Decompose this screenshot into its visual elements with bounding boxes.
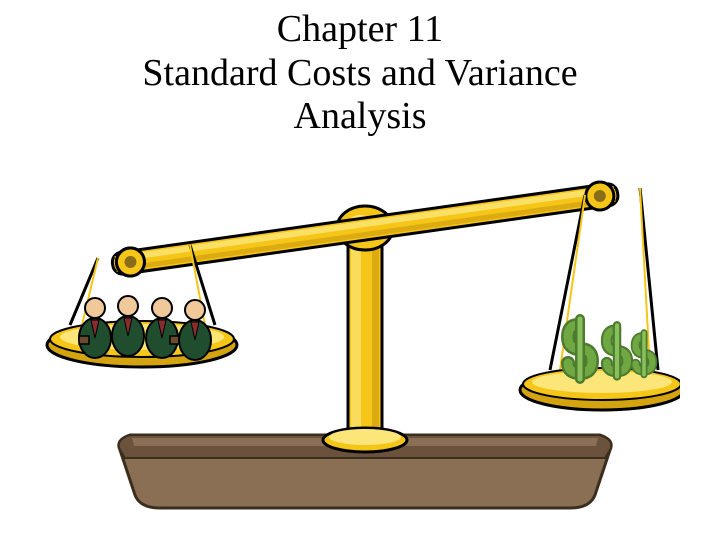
- figure-2: [112, 296, 144, 356]
- balance-scale-illustration: [40, 150, 680, 520]
- figure-4: [179, 300, 211, 360]
- title-line-1: Chapter 11: [0, 8, 720, 52]
- figure-3: [146, 298, 180, 358]
- figure-1: [79, 298, 111, 358]
- dollar-signs-3: [636, 333, 653, 375]
- dollar-signs: [568, 319, 592, 379]
- slide-title: Chapter 11 Standard Costs and Variance A…: [0, 0, 720, 139]
- dollar-signs-2: [607, 325, 627, 376]
- title-line-2: Standard Costs and Variance: [0, 52, 720, 96]
- right-pan-assembly: [520, 188, 680, 410]
- scale-post: [323, 235, 407, 452]
- title-line-3: Analysis: [0, 95, 720, 139]
